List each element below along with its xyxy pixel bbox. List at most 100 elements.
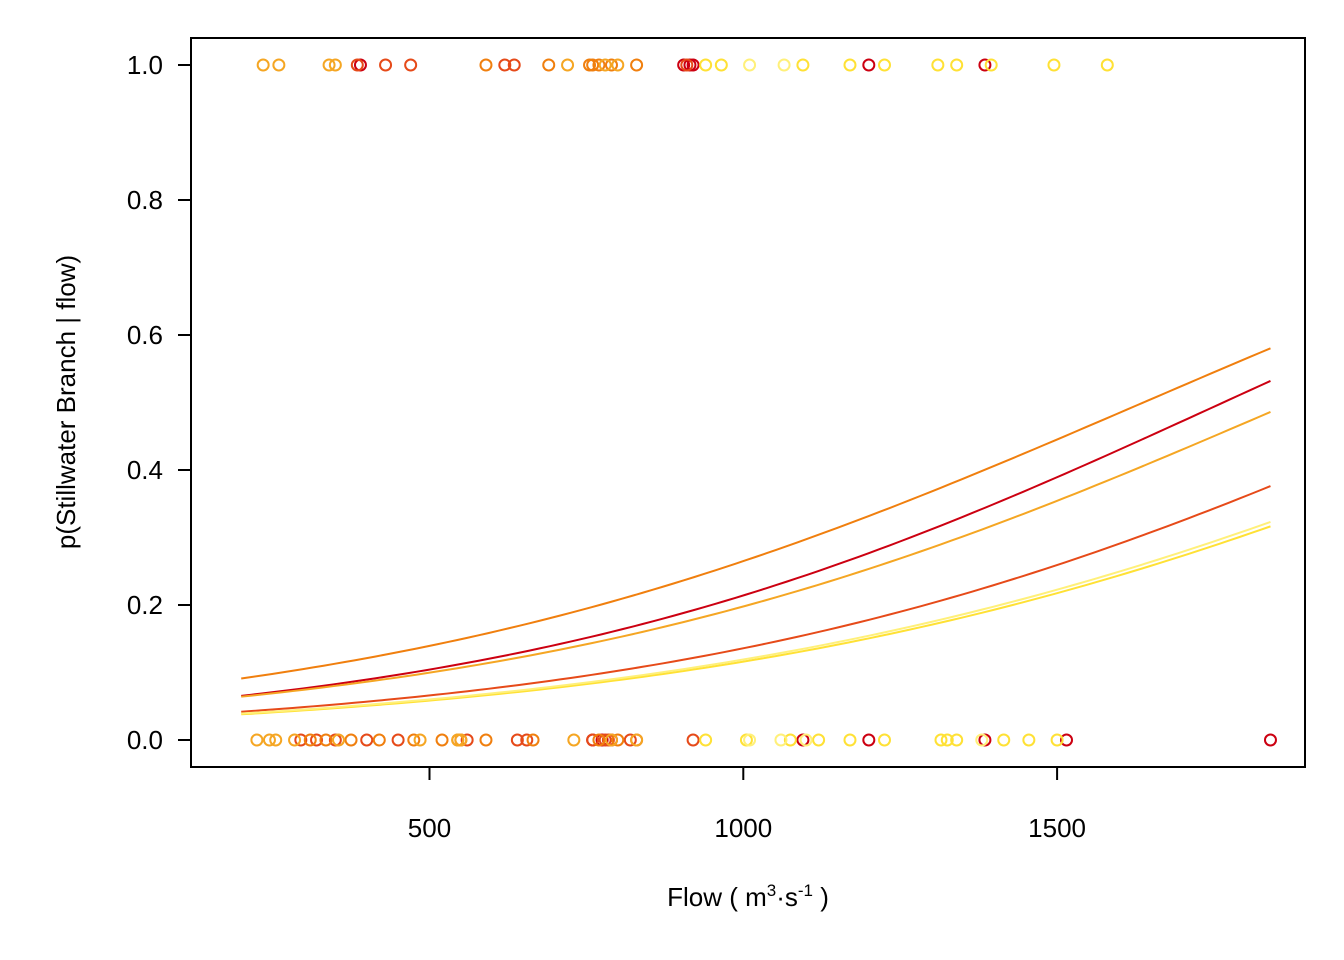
data-point <box>391 733 405 747</box>
data-point <box>520 733 534 747</box>
data-point <box>777 58 791 72</box>
data-point <box>604 733 618 747</box>
data-point <box>507 58 521 72</box>
data-point <box>699 733 713 747</box>
data-point <box>586 733 600 747</box>
data-point <box>686 733 700 747</box>
data-point <box>586 58 600 72</box>
data-point <box>526 733 540 747</box>
data-point <box>350 58 364 72</box>
data-point <box>862 733 876 747</box>
data-point <box>310 733 324 747</box>
fit-curve-6 <box>241 521 1271 715</box>
x-axis-title: Flow ( m3·s-1 ) <box>667 881 829 912</box>
data-point <box>975 733 989 747</box>
y-axis: 0.0 0.2 0.4 0.6 0.8 1.0 <box>127 50 192 755</box>
data-point <box>479 58 493 72</box>
data-point <box>934 733 948 747</box>
data-point <box>592 733 606 747</box>
data-point <box>269 733 283 747</box>
data-point <box>460 733 474 747</box>
data-point <box>250 733 264 747</box>
data-point <box>272 58 286 72</box>
data-point <box>774 733 788 747</box>
data-point <box>843 58 857 72</box>
fit-curve-5 <box>241 525 1271 716</box>
x-tick-label: 500 <box>408 813 451 843</box>
data-point <box>372 733 386 747</box>
data-point <box>623 733 637 747</box>
y-tick-label: 0.4 <box>127 455 163 485</box>
y-axis-title: p(Stillwater Branch | flow) <box>51 255 81 549</box>
data-point <box>435 733 449 747</box>
data-point <box>303 733 317 747</box>
y-tick-label: 1.0 <box>127 50 163 80</box>
y-tick-label: 0.6 <box>127 320 163 350</box>
data-point <box>1022 733 1036 747</box>
data-point <box>1050 733 1064 747</box>
fitted-curves <box>241 347 1271 716</box>
data-point <box>680 58 694 72</box>
data-point <box>878 58 892 72</box>
data-point <box>611 733 625 747</box>
data-point <box>498 58 512 72</box>
data-point <box>743 58 757 72</box>
data-point <box>344 733 358 747</box>
data-point <box>940 733 954 747</box>
data-point <box>950 733 964 747</box>
data-point <box>413 733 427 747</box>
data-point <box>783 733 797 747</box>
data-point <box>862 58 876 72</box>
data-point <box>454 733 468 747</box>
data-point <box>686 58 700 72</box>
data-point <box>714 58 728 72</box>
data-point <box>294 733 308 747</box>
data-point <box>379 58 393 72</box>
fit-curve-1 <box>241 380 1271 697</box>
data-point <box>843 733 857 747</box>
data-point <box>630 733 644 747</box>
data-point <box>479 733 493 747</box>
plot-frame <box>190 37 1306 768</box>
x-axis: 500 1000 1500 <box>408 766 1086 843</box>
data-point <box>1060 733 1074 747</box>
y-tick-label: 0.0 <box>127 725 163 755</box>
data-point <box>743 733 757 747</box>
data-point <box>319 733 333 747</box>
data-point <box>1047 58 1061 72</box>
data-point <box>360 733 374 747</box>
fit-curve-3 <box>241 347 1271 680</box>
x-tick-label: 1500 <box>1028 813 1086 843</box>
data-points <box>250 58 1277 747</box>
x-tick-label: 1000 <box>714 813 772 843</box>
data-point <box>1100 58 1114 72</box>
fit-curve-2 <box>241 485 1271 713</box>
data-point <box>604 58 618 72</box>
data-point <box>1263 733 1277 747</box>
data-point <box>322 58 336 72</box>
data-point <box>978 58 992 72</box>
data-point <box>598 58 612 72</box>
data-point <box>328 58 342 72</box>
fit-curve-4 <box>241 411 1271 698</box>
data-point <box>630 58 644 72</box>
data-point <box>950 58 964 72</box>
data-point <box>699 58 713 72</box>
y-tick-label: 0.8 <box>127 185 163 215</box>
data-point <box>407 733 421 747</box>
data-point <box>331 733 345 747</box>
data-point <box>796 58 810 72</box>
data-point <box>262 733 276 747</box>
data-point <box>931 58 945 72</box>
data-point <box>567 733 581 747</box>
y-tick-label: 0.2 <box>127 590 163 620</box>
data-point <box>611 58 625 72</box>
data-point <box>878 733 892 747</box>
data-point <box>542 58 556 72</box>
data-point <box>256 58 270 72</box>
data-point <box>984 58 998 72</box>
data-point <box>404 58 418 72</box>
data-point <box>812 733 826 747</box>
data-point <box>561 58 575 72</box>
